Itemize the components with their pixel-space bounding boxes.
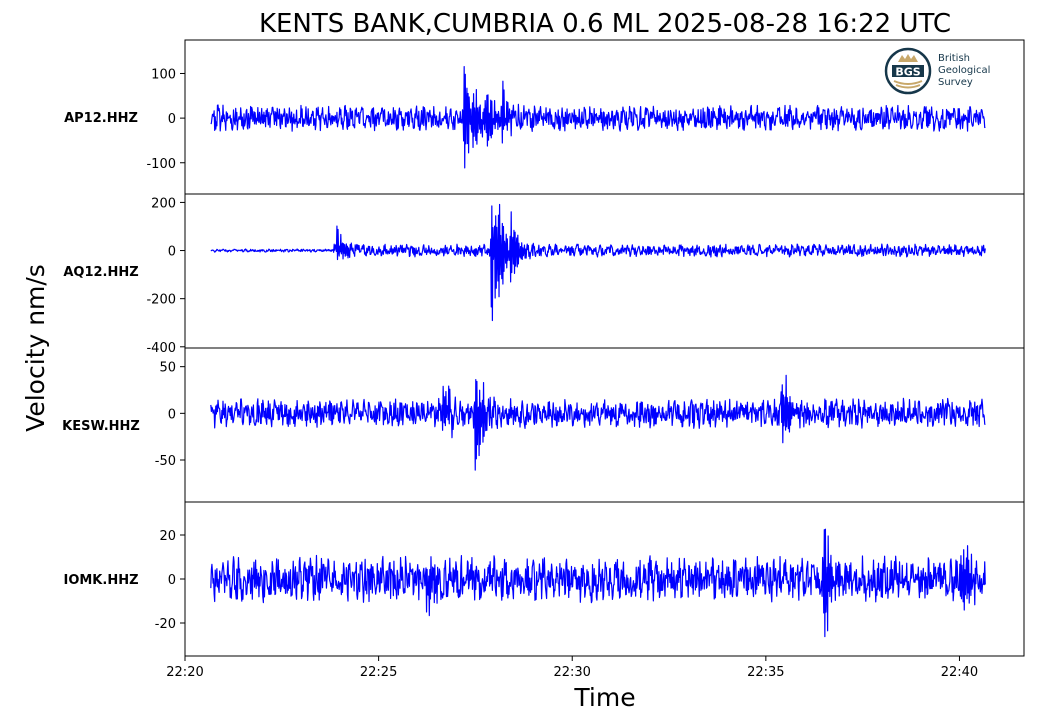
x-tick-label: 22:40 bbox=[941, 665, 978, 680]
waveform-trace bbox=[210, 203, 986, 322]
trace-panel: AQ12.HHZ 200 0 -200 -400 bbox=[63, 193, 1025, 356]
logo-text: Geological bbox=[938, 65, 990, 76]
x-tick-label: 22:25 bbox=[360, 665, 397, 680]
chart-title: KENTS BANK,CUMBRIA 0.6 ML 2025-08-28 16:… bbox=[259, 9, 951, 39]
trace-panels: AP12.HHZ1000-100AQ12.HHZ2000-200-400KESW… bbox=[62, 39, 1025, 657]
x-tick-label: 22:20 bbox=[166, 665, 203, 680]
y-tick-label: 20 bbox=[159, 529, 176, 544]
panel-frame bbox=[184, 347, 1025, 503]
station-label: AP12.HHZ bbox=[64, 111, 138, 126]
crown-icon bbox=[898, 54, 918, 62]
y-tick-label: 0 bbox=[168, 245, 176, 260]
waveform-trace bbox=[210, 528, 986, 638]
x-tick-label: 22:30 bbox=[553, 665, 590, 680]
x-axis: 22:20 22:25 22:30 22:35 22:40 bbox=[166, 656, 978, 680]
y-tick-label: -200 bbox=[146, 293, 176, 308]
y-tick-label: 50 bbox=[159, 361, 176, 376]
logo-mark: BGS bbox=[895, 66, 920, 79]
wave-icon bbox=[893, 80, 923, 85]
trace-panel: KESW.HHZ 50 0 -50 bbox=[62, 347, 1025, 503]
trace-panel: AP12.HHZ 100 0 -100 bbox=[64, 39, 1025, 195]
station-label: IOMK.HHZ bbox=[63, 573, 138, 588]
panel-frame bbox=[184, 193, 1025, 349]
x-axis-label: Time bbox=[573, 683, 635, 712]
station-label: AQ12.HHZ bbox=[63, 265, 138, 280]
y-tick-label: -400 bbox=[146, 341, 176, 356]
trace-panel: IOMK.HHZ 20 0 -20 bbox=[63, 501, 1025, 657]
y-tick-label: 0 bbox=[168, 407, 176, 422]
y-tick-label: -100 bbox=[146, 157, 176, 172]
logo-text: British bbox=[938, 53, 970, 64]
logo-text: Survey bbox=[938, 77, 973, 88]
y-tick-label: 200 bbox=[151, 196, 176, 211]
y-axis-label: Velocity nm/s bbox=[21, 264, 50, 432]
y-tick-label: 100 bbox=[151, 67, 176, 82]
y-tick-label: -50 bbox=[155, 454, 176, 469]
y-tick-label: 0 bbox=[168, 112, 176, 127]
y-tick-label: 0 bbox=[168, 573, 176, 588]
y-tick-label: -20 bbox=[155, 617, 176, 632]
station-label: KESW.HHZ bbox=[62, 419, 140, 434]
wave-icon bbox=[895, 84, 921, 89]
waveform-trace bbox=[210, 374, 986, 471]
x-tick-label: 22:35 bbox=[747, 665, 784, 680]
waveform-trace bbox=[210, 66, 986, 169]
logo-band bbox=[892, 65, 924, 77]
